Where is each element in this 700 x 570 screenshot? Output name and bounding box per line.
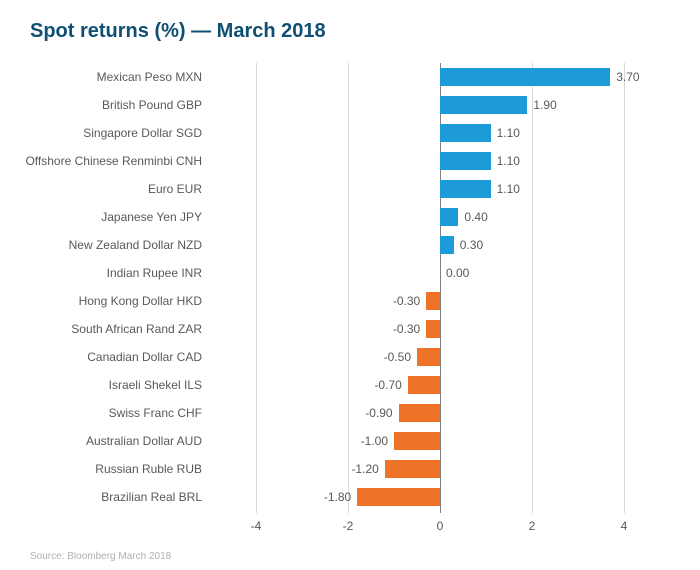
category-label: Offshore Chinese Renminbi CNH	[25, 154, 202, 168]
category-label: Indian Rupee INR	[107, 266, 202, 280]
chart-container: Spot returns (%) — March 2018 -4 -2 0 2 4 Mex…	[0, 0, 700, 570]
bar	[394, 432, 440, 450]
category-label: Australian Dollar AUD	[86, 434, 202, 448]
value-label: 1.90	[533, 98, 556, 112]
bar	[385, 460, 440, 478]
value-label: 1.10	[497, 126, 520, 140]
value-label: 0.00	[446, 266, 469, 280]
bar-row: Hong Kong Dollar HKD -0.30	[30, 287, 670, 315]
category-label: Brazilian Real BRL	[101, 490, 202, 504]
category-label: British Pound GBP	[102, 98, 202, 112]
x-tick-label: -2	[343, 519, 354, 533]
value-label: -0.50	[384, 350, 411, 364]
bar-row: South African Rand ZAR -0.30	[30, 315, 670, 343]
x-tick-label: 0	[437, 519, 444, 533]
bar	[399, 404, 440, 422]
bar-row: Brazilian Real BRL -1.80	[30, 483, 670, 511]
bar-row: Mexican Peso MXN 3.70	[30, 63, 670, 91]
value-label: 1.10	[497, 154, 520, 168]
bar-row: Israeli Shekel ILS -0.70	[30, 371, 670, 399]
category-label: Euro EUR	[148, 182, 202, 196]
category-label: South African Rand ZAR	[71, 322, 202, 336]
category-label: Canadian Dollar CAD	[87, 350, 202, 364]
category-label: Israeli Shekel ILS	[109, 378, 202, 392]
x-tick-label: -4	[251, 519, 262, 533]
value-label: 0.40	[464, 210, 487, 224]
value-label: 3.70	[616, 70, 639, 84]
value-label: 1.10	[497, 182, 520, 196]
value-label: -1.20	[351, 462, 378, 476]
bar-row: Canadian Dollar CAD -0.50	[30, 343, 670, 371]
bar	[440, 180, 491, 198]
value-label: -1.80	[324, 490, 351, 504]
value-label: -1.00	[361, 434, 388, 448]
x-tick-label: 2	[529, 519, 536, 533]
value-label: -0.70	[374, 378, 401, 392]
bar-row: Swiss Franc CHF -0.90	[30, 399, 670, 427]
bar-row: Australian Dollar AUD -1.00	[30, 427, 670, 455]
bar	[440, 152, 491, 170]
bar-row: British Pound GBP 1.90	[30, 91, 670, 119]
bar	[440, 208, 458, 226]
bar-row: New Zealand Dollar NZD 0.30	[30, 231, 670, 259]
bar	[426, 292, 440, 310]
value-label: -0.30	[393, 294, 420, 308]
category-label: Russian Ruble RUB	[95, 462, 202, 476]
category-label: New Zealand Dollar NZD	[69, 238, 202, 252]
bar-row: Offshore Chinese Renminbi CNH1.10	[30, 147, 670, 175]
category-label: Mexican Peso MXN	[97, 70, 202, 84]
value-label: -0.90	[365, 406, 392, 420]
bar	[408, 376, 440, 394]
bar	[417, 348, 440, 366]
category-label: Hong Kong Dollar HKD	[79, 294, 202, 308]
bar	[357, 488, 440, 506]
chart-title: Spot returns (%) — March 2018	[30, 20, 670, 43]
bar	[440, 236, 454, 254]
bar	[440, 96, 527, 114]
bar-row: Indian Rupee INR 0.00	[30, 259, 670, 287]
value-label: 0.30	[460, 238, 483, 252]
chart-area: -4 -2 0 2 4 Mexican Peso MXN 3.70 British Pound…	[30, 63, 670, 533]
bar-row: Euro EUR 1.10	[30, 175, 670, 203]
category-label: Japanese Yen JPY	[101, 210, 202, 224]
value-label: -0.30	[393, 322, 420, 336]
bar-row: Japanese Yen JPY 0.40	[30, 203, 670, 231]
bar	[440, 68, 610, 86]
x-tick-label: 4	[621, 519, 628, 533]
bar	[440, 124, 491, 142]
bar-row: Russian Ruble RUB -1.20	[30, 455, 670, 483]
bar	[426, 320, 440, 338]
source-text: Source: Bloomberg March 2018	[30, 551, 171, 562]
category-label: Swiss Franc CHF	[109, 406, 202, 420]
bar-row: Singapore Dollar SGD 1.10	[30, 119, 670, 147]
category-label: Singapore Dollar SGD	[83, 126, 202, 140]
